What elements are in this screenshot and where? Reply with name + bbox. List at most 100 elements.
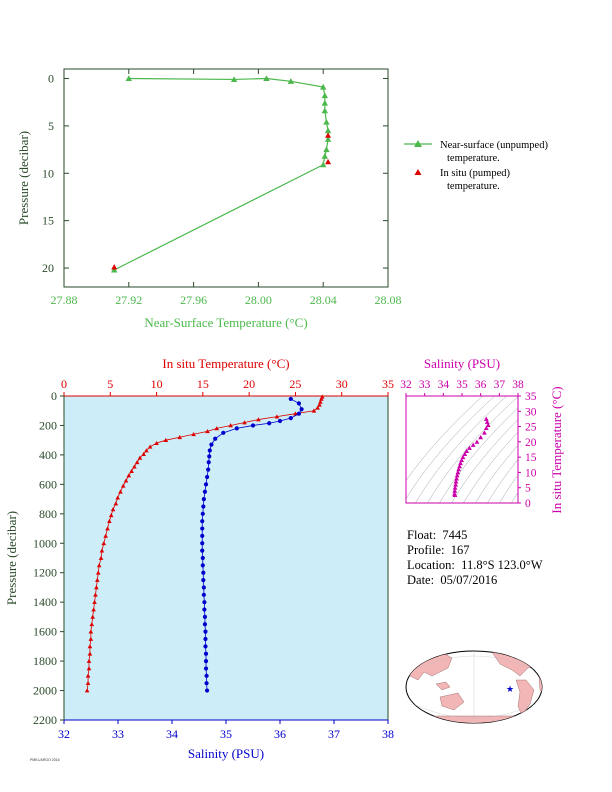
ts-y-tick-label: 35: [525, 391, 537, 403]
temperature-point: [89, 621, 95, 627]
ts-point: [470, 442, 476, 447]
in-situ-point: [325, 132, 332, 138]
ts-point: [483, 425, 489, 431]
near-surface-x-tick-label: 28.04: [310, 293, 337, 307]
profile-salinity-tick-label: 38: [382, 727, 394, 741]
salinity-point: [202, 489, 208, 494]
temperature-point: [163, 437, 169, 443]
ts-point: [478, 434, 484, 440]
near-surface-y-tick-label: 0: [48, 71, 54, 85]
salinity-profile-line: [201, 398, 303, 691]
ts-point: [458, 460, 463, 466]
ts-y-tick-label: 0: [525, 498, 531, 510]
salinity-point: [200, 563, 205, 568]
ts-point: [455, 470, 461, 475]
map-land-indonesia: [435, 681, 451, 691]
temperature-point: [101, 540, 107, 546]
near-surface-point: [320, 161, 327, 168]
date-label: Date:: [407, 573, 435, 587]
ts-point: [467, 445, 472, 450]
temperature-point: [214, 426, 220, 431]
profile-y-tick-label: 1800: [33, 654, 57, 668]
ts-density-contour: [487, 459, 518, 503]
profile-temp-axis-label: In situ Temperature (°C): [162, 356, 289, 371]
ts-density-contour: [439, 407, 518, 503]
profile-temp-tick-label: 5: [107, 377, 113, 391]
profile-y-tick-label: 1200: [33, 566, 57, 580]
near-surface-series: [111, 75, 332, 273]
ts-density-contour: [406, 396, 496, 500]
salinity-point: [200, 555, 205, 561]
profile-salinity-tick-label: 35: [220, 727, 232, 741]
in-situ-point: [111, 264, 118, 270]
temperature-point: [137, 455, 143, 460]
temperature-point: [94, 585, 99, 590]
temperature-point: [90, 614, 95, 619]
map-graticule: [408, 651, 540, 723]
temperature-point: [256, 417, 261, 422]
world-map: ★: [405, 650, 543, 724]
temperature-point: [85, 673, 91, 678]
temperature-point: [134, 459, 140, 465]
ts-diagram: 32 33 34 35 36 37 38 0 5 10 15 20 25 30 35 Salinity (P…: [400, 356, 564, 514]
ts-point: [453, 482, 459, 487]
profile-temp-tick-label: 15: [197, 377, 209, 391]
temperature-point: [274, 414, 280, 419]
temperature-point: [311, 408, 317, 413]
temperature-point: [132, 464, 137, 469]
map-land-south-america: [515, 679, 535, 717]
profile-y-tick-label: 0: [51, 389, 57, 403]
near-surface-point: [111, 266, 118, 273]
location-value: 11.8°S 123.0°W: [461, 558, 543, 572]
ts-point: [474, 439, 480, 444]
salinity-point: [200, 548, 205, 553]
ts-x-axis-label: Salinity (PSU): [424, 356, 500, 371]
temperature-point: [107, 518, 112, 524]
near-surface-point: [230, 76, 238, 82]
ts-x-tick-label: 33: [419, 379, 431, 391]
legend-label-near-surface-1: Near-surface (unpumped): [440, 140, 548, 151]
date-value: 05/07/2016: [440, 573, 498, 587]
temperature-point: [147, 444, 153, 449]
salinity-point: [267, 421, 272, 426]
ts-density-contour: [427, 396, 518, 503]
near-surface-y-tick-label: 10: [42, 166, 54, 180]
near-surface-y-ticks: 0 5 10 15 20: [42, 71, 388, 275]
near-surface-y-tick-label: 20: [42, 261, 54, 275]
credit-text: PMEL/ARGO 2016: [30, 758, 60, 762]
temperature-point: [105, 526, 110, 531]
profile-y-tick-label: 800: [39, 507, 57, 521]
profile-value: 167: [450, 543, 470, 557]
ts-y-axis-label: In situ Temperature (°C): [549, 386, 564, 513]
salinity-point: [296, 411, 301, 416]
salinity-point: [296, 401, 301, 406]
temperature-point: [129, 468, 134, 473]
temperature-point: [191, 431, 196, 437]
temperature-point: [118, 489, 123, 494]
temperature-point: [228, 423, 233, 428]
near-surface-x-tick-label: 28.00: [245, 293, 272, 307]
ts-x-tick-label: 35: [456, 379, 468, 391]
salinity-point: [234, 426, 239, 431]
legend-label-in-situ-1: In situ (pumped): [440, 168, 510, 179]
ts-point: [454, 476, 459, 481]
salinity-point: [202, 622, 208, 627]
profile-y-tick-label: 2200: [33, 713, 57, 727]
salinity-point: [203, 651, 209, 656]
ts-point: [454, 473, 460, 478]
ts-point: [452, 488, 458, 493]
temperature-point: [123, 478, 129, 483]
temperature-point: [91, 607, 96, 612]
profile-series: [84, 394, 325, 693]
salinity-point: [204, 681, 209, 686]
temperature-point: [93, 592, 98, 597]
salinity-point: [202, 614, 208, 620]
float-location-star-icon: ★: [506, 684, 514, 694]
near-surface-point: [321, 99, 329, 106]
ts-y-tick-label: 5: [525, 483, 531, 495]
salinity-point: [201, 504, 206, 509]
near-surface-y-axis-label: Pressure (decibar): [16, 131, 31, 225]
near-surface-x-tick-label: 28.08: [375, 293, 402, 307]
temperature-point: [110, 507, 116, 512]
salinity-point: [250, 423, 256, 428]
